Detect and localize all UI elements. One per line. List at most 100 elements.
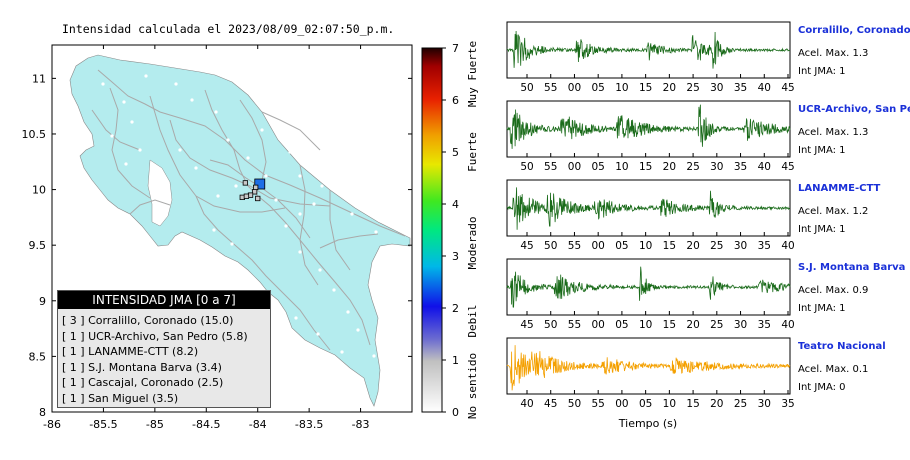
station-marker — [254, 178, 266, 190]
colorbar-categories: No sentido Debil Moderado Fuerte Muy Fuerte — [466, 41, 479, 419]
map-y-tick-label: 10.5 — [22, 128, 47, 141]
panel-tick-label: 15 — [639, 82, 652, 94]
gulf-shape — [147, 159, 173, 227]
colorbar-ticks: 0 1 2 3 4 5 6 7 — [442, 42, 459, 419]
int-jma-label: Int JMA: 1 — [798, 303, 846, 314]
legend-item: [ 1 ] San Miguel (3.5) — [62, 391, 179, 405]
panel-tick-label: 20 — [663, 82, 676, 94]
panel-frame — [506, 21, 791, 79]
panel-tick-label: 45 — [520, 240, 533, 252]
panel-tick-label: 05 — [591, 82, 604, 94]
panel-tick-label: 55 — [544, 82, 557, 94]
panel-tick-label: 40 — [781, 319, 794, 331]
acel-max-label: Acel. Max. 1.3 — [798, 127, 868, 138]
waveform-line — [506, 345, 791, 391]
panel-tick-label: 35 — [758, 319, 771, 331]
seismogram-panel: 50 55 00 05 10 15 20 25 30 35 40 45 UCR-Archivo, San… — [506, 100, 910, 173]
panel-tick-label: 30 — [758, 398, 771, 410]
panel-tick-label: 35 — [734, 161, 747, 173]
panel-tick-label: 20 — [710, 398, 723, 410]
panel-tick-label: 50 — [520, 161, 533, 173]
colorbar — [421, 47, 443, 413]
station-marker — [243, 193, 250, 199]
colorbar-category-label: Moderado — [466, 217, 479, 270]
legend-item: [ 1 ] S.J. Montana Barva (3.4) — [62, 360, 222, 374]
road-network — [91, 69, 406, 351]
map-y-tick-label: 8.5 — [29, 350, 47, 363]
panel-tick-label: 35 — [758, 240, 771, 252]
map-x-tick-label: -84 — [249, 418, 267, 431]
map-x-tick-label: -86 — [43, 418, 61, 431]
station-name: S.J. Montana Barva — [798, 262, 905, 273]
int-jma-label: Int JMA: 1 — [798, 145, 846, 156]
seismogram-panel: 50 55 00 05 10 15 20 25 30 35 40 45 Corralillo, Coro… — [506, 21, 910, 94]
acel-max-label: Acel. Max. 1.3 — [798, 48, 868, 59]
panel-tick-label: 15 — [663, 319, 676, 331]
panel-tick-label: 10 — [615, 161, 628, 173]
panel-tick-label: 25 — [686, 82, 699, 94]
station-name: LANAMME-CTT — [798, 183, 880, 194]
panel-tick-label: 00 — [615, 398, 628, 410]
legend-item: [ 1 ] UCR-Archivo, San Pedro (5.8) — [62, 329, 248, 343]
panel-tick-label: 20 — [686, 240, 699, 252]
panel-tick-label: 25 — [686, 161, 699, 173]
panel-tick-label: 50 — [520, 82, 533, 94]
panel-tick-label: 15 — [639, 161, 652, 173]
panel-tick-label: 45 — [781, 161, 794, 173]
settlement-dots — [101, 74, 378, 358]
colorbar-tick-label: 2 — [452, 302, 459, 315]
panel-tick-label: 30 — [734, 240, 747, 252]
panel-tick-label: 20 — [663, 161, 676, 173]
panel-tick-label: 05 — [615, 240, 628, 252]
panel-tick-label: 20 — [686, 319, 699, 331]
map-x-tick-label: -85 — [146, 418, 164, 431]
map-x-axis: -86 -85.5 -85 -84.5 -84 -83.5 -83 — [43, 45, 370, 431]
panel-tick-label: 25 — [710, 240, 723, 252]
panel-tick-label: 50 — [544, 240, 557, 252]
legend-item: [ 1 ] LANAMME-CTT (8.2) — [62, 345, 199, 358]
colorbar-tick-label: 5 — [452, 146, 459, 159]
seismogram-panel: 40 45 50 55 00 05 10 15 20 25 30 35 Teatro Nacional A… — [506, 337, 886, 410]
panel-tick-label: 05 — [591, 161, 604, 173]
panel-tick-label: 25 — [734, 398, 747, 410]
panel-tick-label: 30 — [734, 319, 747, 331]
time-axis-label: Tiempo (s) — [618, 417, 677, 430]
colorbar-tick-label: 6 — [452, 94, 459, 107]
intensity-legend: INTENSIDAD JMA [0 a 7] [ 3 ] Corralillo,… — [57, 290, 271, 408]
map-y-tick-label: 9 — [39, 295, 46, 308]
colorbar-tick-label: 4 — [452, 198, 459, 211]
acel-max-label: Acel. Max. 1.2 — [798, 206, 868, 217]
legend-items: [ 3 ] Corralillo, Coronado (15.0) [ 1 ] U… — [58, 309, 270, 406]
seismogram-panel: 45 50 55 00 05 10 15 20 25 30 35 40 LANAMME-CTT Acel.… — [506, 179, 880, 252]
station-marker — [255, 195, 261, 202]
panel-tick-label: 35 — [734, 82, 747, 94]
station-marker — [242, 180, 249, 186]
waveform-line — [506, 266, 791, 308]
panel-tick-label: 55 — [568, 240, 581, 252]
colorbar-tick-label: 7 — [452, 42, 459, 55]
colorbar-tick-label: 3 — [452, 250, 459, 263]
colorbar-tick-label: 0 — [452, 406, 459, 419]
land-shape — [69, 54, 411, 407]
station-name: Corralillo, Coronado — [798, 25, 910, 36]
seismogram-panel: 45 50 55 00 05 10 15 20 25 30 35 40 S.J. Montana Bar… — [506, 258, 905, 331]
int-jma-label: Int JMA: 1 — [798, 224, 846, 235]
colorbar-category-label: Fuerte — [466, 132, 479, 172]
station-name: Teatro Nacional — [798, 341, 886, 352]
panel-tick-label: 00 — [568, 82, 581, 94]
map-y-tick-label: 9.5 — [29, 239, 47, 252]
panel-tick-label: 55 — [568, 319, 581, 331]
acel-max-label: Acel. Max. 0.1 — [798, 364, 868, 375]
acel-max-label: Acel. Max. 0.9 — [798, 285, 868, 296]
panel-tick-label: 45 — [781, 82, 794, 94]
panel-tick-label: 40 — [520, 398, 533, 410]
waveform-line — [506, 104, 791, 149]
panel-tick-label: 40 — [781, 240, 794, 252]
map-x-tick-label: -84.5 — [192, 418, 220, 431]
map-x-tick-label: -83 — [352, 418, 370, 431]
legend-title: INTENSIDAD JMA [0 a 7] — [58, 291, 270, 309]
panel-tick-label: 10 — [615, 82, 628, 94]
panel-tick-label: 55 — [591, 398, 604, 410]
panel-tick-label: 50 — [544, 319, 557, 331]
colorbar-category-label: Debil — [466, 304, 479, 337]
